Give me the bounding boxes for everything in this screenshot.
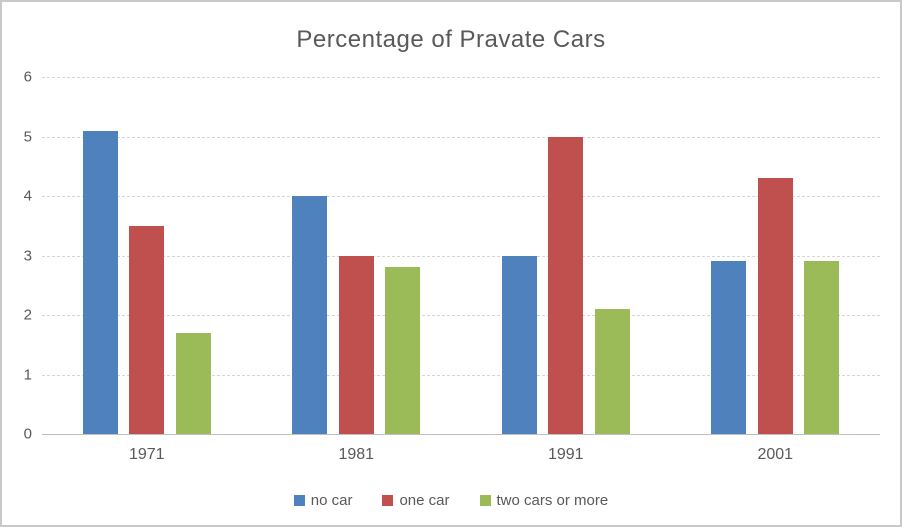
gridline: [42, 77, 880, 78]
x-axis-line: [42, 434, 880, 435]
y-tick-label: 1: [23, 366, 32, 383]
plot-area: [42, 77, 880, 435]
bar-no-car-1991: [501, 255, 537, 434]
legend-item-two-cars-or-more: two cars or more: [479, 492, 609, 509]
bar-no-car-1971: [82, 130, 118, 434]
y-tick-label: 0: [23, 425, 32, 443]
x-tick-label-1971: 1971: [128, 446, 165, 463]
chart-title: Percentage of Pravate Cars: [296, 26, 606, 53]
bar-one-car-1991: [548, 136, 584, 434]
gridline: [42, 136, 880, 138]
bar-one-car-1981: [338, 255, 374, 434]
bar-two-cars-or-more-1981: [385, 267, 421, 434]
x-tick-label-2001: 2001: [757, 446, 794, 463]
gridline: [42, 255, 880, 257]
x-tick-label-1981: 1981: [338, 446, 375, 463]
y-tick-label: 2: [23, 306, 32, 324]
gridline: [42, 374, 880, 376]
bar-one-car-2001: [757, 178, 793, 434]
legend-swatch-icon: [479, 495, 491, 506]
x-tick-label-1991: 1991: [547, 446, 584, 463]
legend-label: one car: [399, 492, 450, 509]
legend-label: no car: [310, 492, 353, 509]
bar-no-car-2001: [711, 261, 747, 434]
bar-no-car-1981: [292, 196, 328, 434]
legend-label: two cars or more: [496, 492, 609, 509]
legend-swatch-icon: [293, 495, 305, 506]
y-tick-label: 6: [23, 68, 32, 86]
bar-two-cars-or-more-1991: [594, 309, 630, 434]
gridline: [42, 196, 880, 197]
legend-item-no-car: no car: [293, 492, 353, 509]
bar-two-cars-or-more-1971: [175, 332, 211, 434]
legend-swatch-icon: [382, 495, 394, 506]
legend-item-one-car: one car: [382, 492, 450, 509]
y-tick-label: 3: [23, 247, 32, 264]
bar-one-car-1971: [129, 225, 165, 434]
legend: no car one car two cars or more: [2, 492, 900, 509]
gridline: [42, 315, 880, 316]
y-tick-label: 5: [23, 128, 32, 145]
y-tick-label: 4: [23, 187, 32, 205]
bar-two-cars-or-more-2001: [804, 261, 840, 434]
